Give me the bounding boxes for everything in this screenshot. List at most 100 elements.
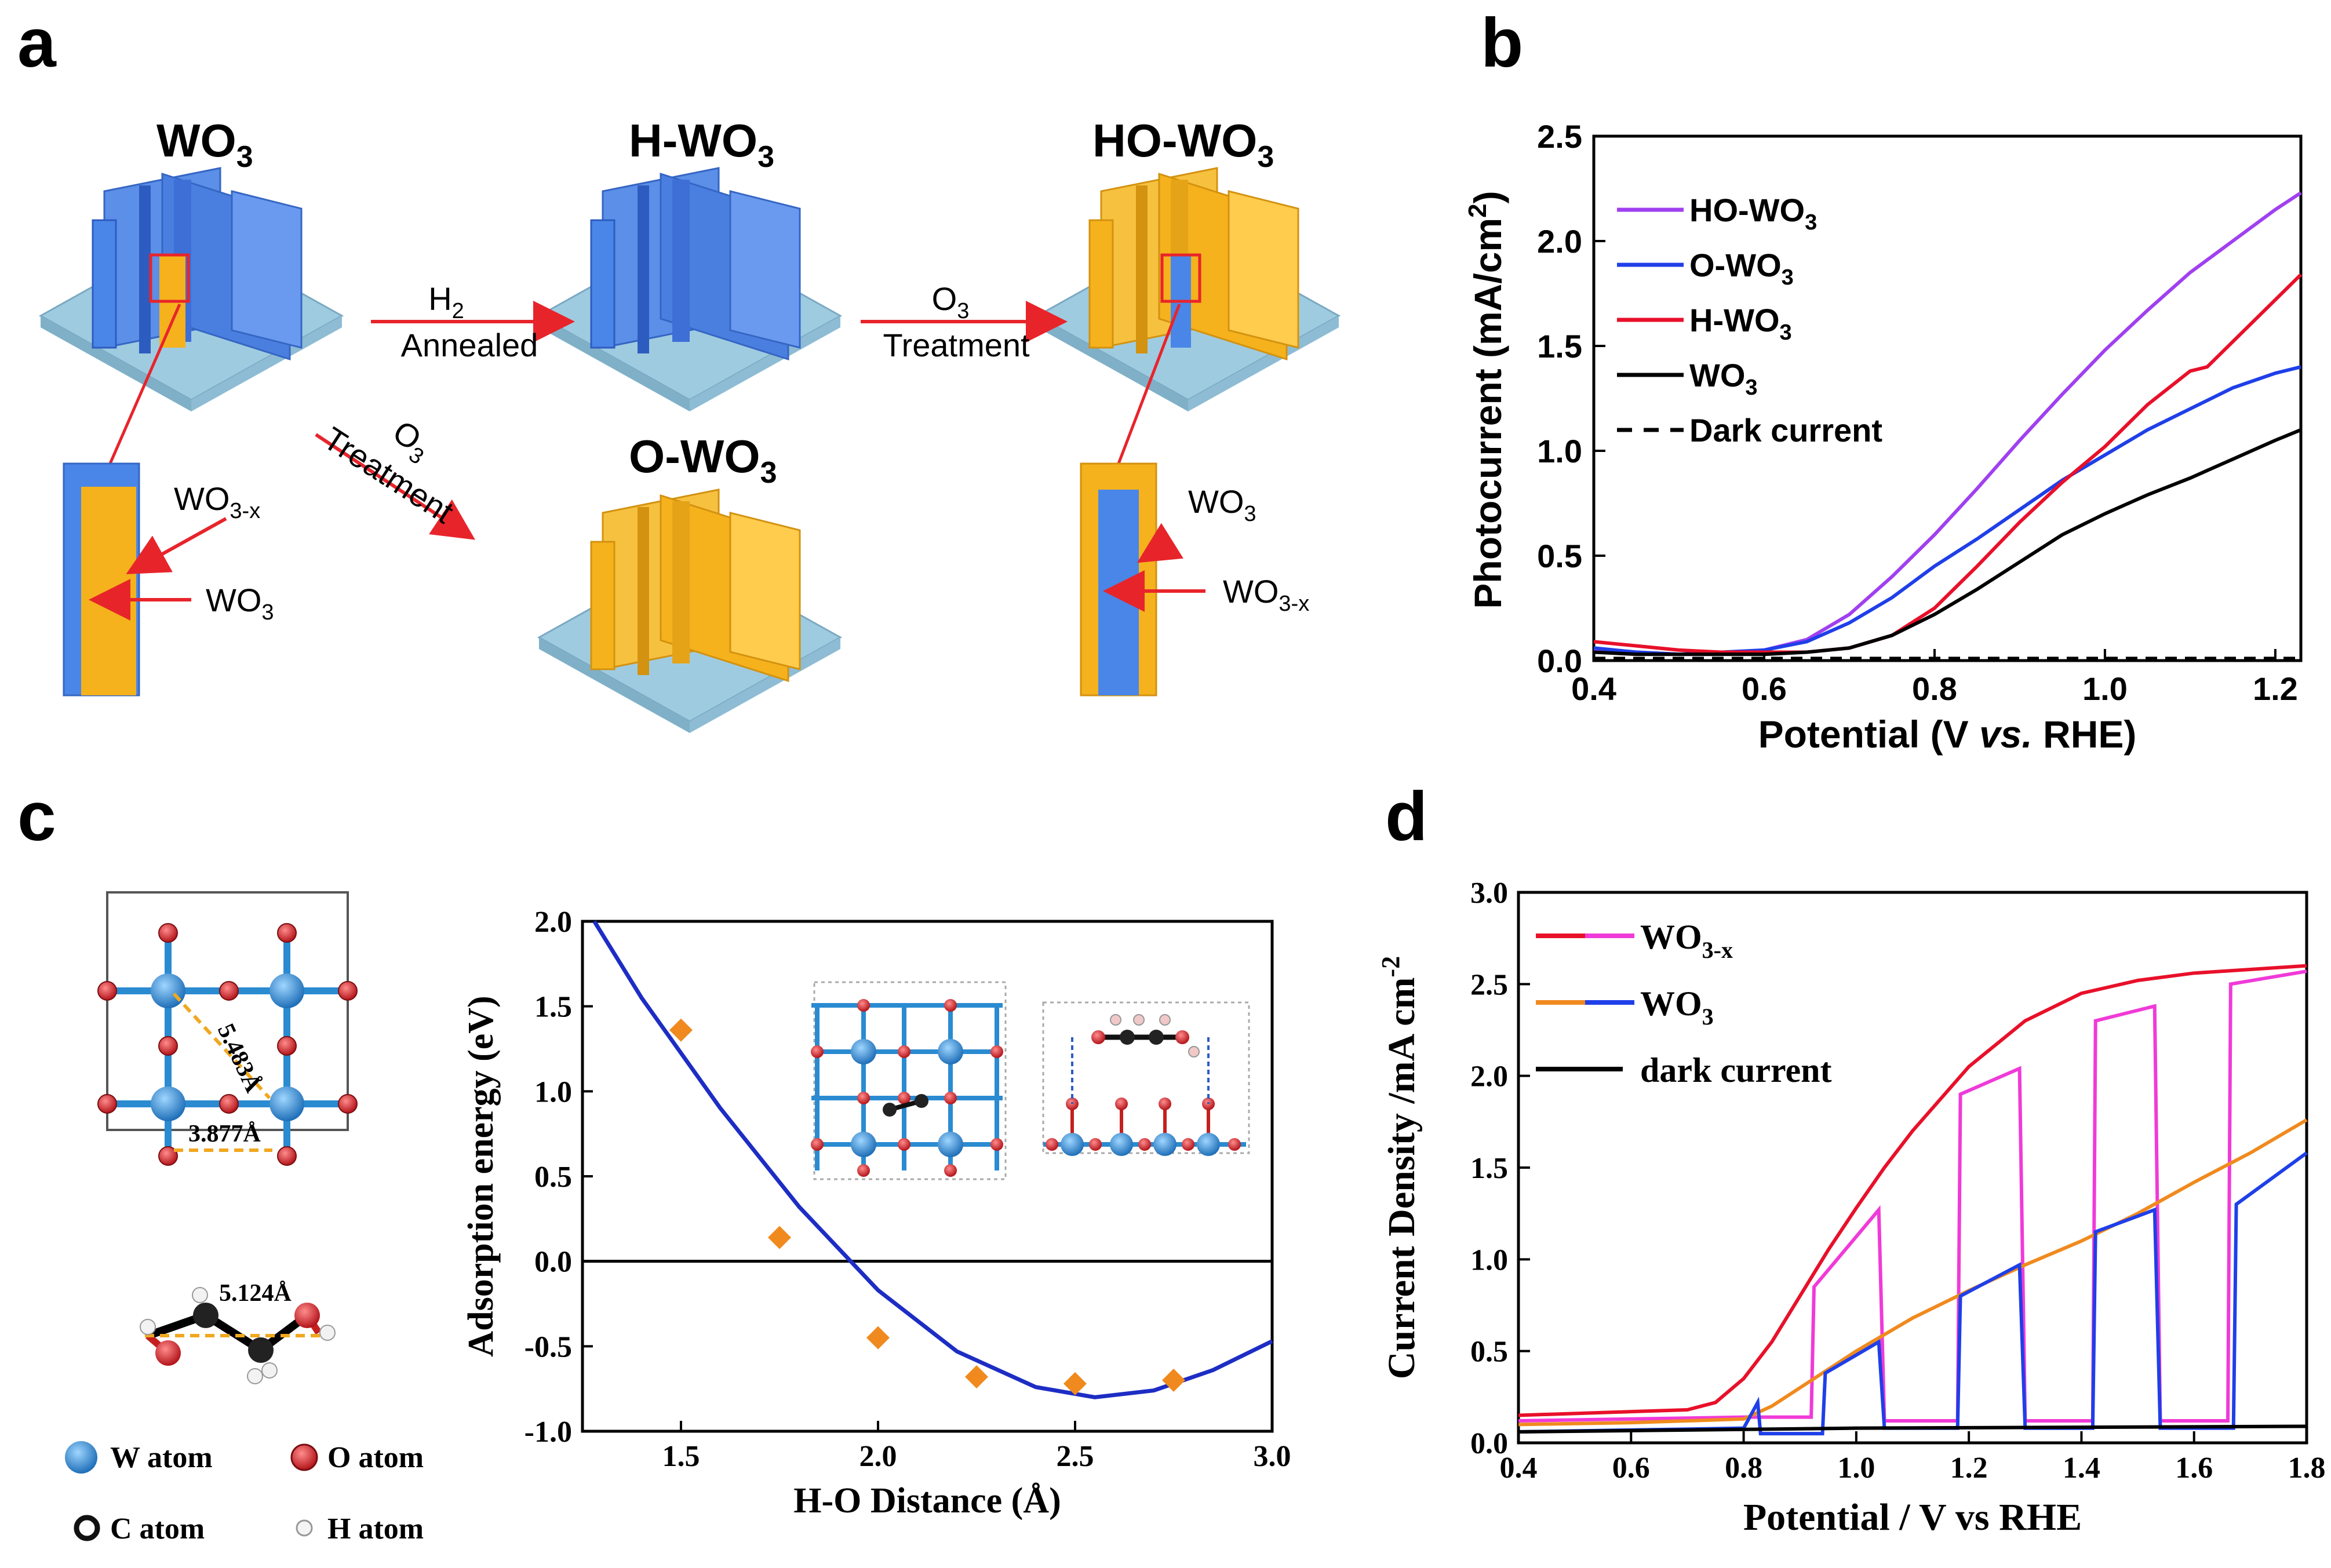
chart-d-ytick-label: 2.5 — [1470, 968, 1508, 1001]
inset-h-atom — [1110, 1014, 1121, 1026]
inset-o-atom — [1091, 1030, 1105, 1044]
chart-c-adsorption: 1.5 2.0 2.5 3.0 -1.0 -0.5 0.0 0.5 1.0 1.5 2.0 H-O … — [461, 906, 1291, 1520]
lattice-o-atom — [97, 1094, 117, 1114]
panel-label-a: a — [17, 4, 57, 82]
chart-c-ytick-label: 2.0 — [534, 906, 572, 939]
chart-c-data-point — [669, 1018, 693, 1042]
inset-w-atom — [938, 1132, 963, 1157]
svg-text:H2: H2 — [428, 280, 464, 323]
panel-label-c: c — [17, 778, 56, 855]
lattice-o-atom — [219, 1094, 239, 1114]
inset-o-atom — [990, 1045, 1003, 1058]
chart-d-ylabel: Current Density /mA cm-2 — [1376, 956, 1423, 1379]
inset-o-atom — [944, 1164, 957, 1177]
chart-b-legend-label: HO-WO3 — [1689, 192, 1817, 235]
chart-c-inset-side — [1042, 1001, 1250, 1156]
o-atom-swatch — [290, 1443, 318, 1471]
chart-b-frame — [1592, 134, 2303, 662]
chart-b-series-o-wo3 — [1593, 365, 2301, 657]
chart-b-legend-label: Dark current — [1689, 412, 1882, 448]
svg-text:Annealed: Annealed — [401, 327, 538, 363]
inset-h-atom — [1159, 1014, 1171, 1026]
chart-b-ytick-label: 2.0 — [1537, 223, 1582, 260]
panel-a-schematic: WO3 H-WO3 HO-WO3 O-WO3 — [38, 115, 1341, 733]
unit-cell-box — [106, 891, 349, 1131]
inset-o-atom — [944, 999, 957, 1012]
inset-wo3x-core: WO3 WO3-x — [1080, 304, 1309, 697]
chart-d-xlabel: Potential / V vs RHE — [1743, 1496, 2082, 1538]
chart-c-ytick-label: -1.0 — [525, 1416, 572, 1449]
inset-h-atom — [1133, 1014, 1145, 1026]
lattice-o-atom — [158, 1146, 178, 1166]
inset-o-atom — [857, 1164, 870, 1177]
lattice-o-atom — [97, 981, 117, 1001]
svg-text:Treatment: Treatment — [883, 327, 1030, 363]
chart-d-ytick-label: 1.0 — [1470, 1244, 1508, 1277]
chart-d-series-wo3-x-light — [1518, 964, 2307, 1417]
inset-w-atom — [938, 1039, 963, 1064]
chart-b-legend-label: WO3 — [1689, 357, 1758, 400]
lattice-o-atom — [277, 923, 297, 943]
inset-o-atom — [811, 1045, 824, 1058]
chart-c-xtick-label: 2.0 — [859, 1440, 897, 1473]
arrow-h2-annealed: H2 Annealed — [371, 280, 575, 363]
inset-o-atom — [1115, 1097, 1128, 1110]
chart-c-ytick-label: 1.5 — [534, 991, 572, 1024]
chart-d-xtick-label: 0.6 — [1612, 1452, 1650, 1485]
inset-c-atom — [915, 1094, 928, 1108]
inset-o-atom — [944, 1092, 957, 1104]
inset-w-atom — [1197, 1133, 1220, 1156]
structure-h-wo3 — [537, 167, 843, 411]
chart-b-ytick-label: 1.5 — [1537, 328, 1582, 364]
lattice-o-atom — [158, 923, 178, 943]
inset-c-atom — [1149, 1030, 1164, 1045]
chart-b-xtick-label: 0.4 — [1571, 670, 1616, 707]
inset-o-atom — [857, 999, 870, 1012]
chart-c-xtick-label: 3.0 — [1254, 1440, 1291, 1473]
inset-o-atom — [898, 1045, 910, 1058]
wo3-lattice — [97, 923, 358, 1166]
chart-d-xtick-label: 1.4 — [2063, 1452, 2100, 1485]
lattice-w-atom — [269, 1086, 304, 1121]
chart-d-xtick-label: 1.8 — [2288, 1452, 2326, 1485]
title-o-wo3: O-WO3 — [629, 431, 777, 490]
structure-wo3 — [38, 167, 344, 411]
lattice-o-atom — [338, 1094, 358, 1114]
chart-b-xtick-label: 0.8 — [1912, 670, 1957, 707]
lattice-o-atom — [338, 981, 358, 1001]
chart-c-xlabel: H-O Distance (Å) — [793, 1481, 1061, 1520]
panel-label-d: d — [1385, 778, 1427, 855]
chart-b-photocurrent: 0.4 0.6 0.8 1.0 1.2 0.0 0.5 1.0 1.5 2.0 2.5 HO-WO3… — [1463, 118, 2303, 756]
chart-d-xtick-label: 1.0 — [1837, 1452, 1875, 1485]
lattice-o-atom — [158, 1036, 178, 1056]
chart-d-xtick-label: 1.2 — [1950, 1452, 1988, 1485]
chart-b-xtick-label: 1.2 — [2253, 670, 2298, 707]
inset-w-atom — [1061, 1133, 1084, 1156]
chart-b-xtick-label: 0.6 — [1742, 670, 1787, 707]
inset-o-atom — [1046, 1138, 1058, 1151]
chart-b-ytick-label: 0.5 — [1537, 538, 1582, 574]
structure-o-wo3 — [537, 488, 843, 733]
atom-legend: W atom O atom C atom H atom — [65, 1441, 424, 1545]
w-atom-label: W atom — [110, 1441, 213, 1474]
chart-c-data-point — [866, 1326, 890, 1350]
chart-c-data-point — [965, 1365, 988, 1389]
inset-w-atom — [1110, 1133, 1133, 1156]
inset-o-atom — [1159, 1097, 1171, 1110]
chart-d-ytick-label: 0.0 — [1470, 1427, 1508, 1460]
structure-ho-wo3 — [1035, 167, 1341, 411]
chart-c-ytick-label: 0.0 — [534, 1246, 572, 1279]
chart-c-ylabel: Adsorption energy (eV) — [461, 996, 501, 1356]
panel-c-structures: 5.483Å 3.877Å 5.124Å W atom O atom — [65, 891, 424, 1545]
chart-d-series-wo3-x-chopped — [1518, 969, 2307, 1423]
chart-b-xlabel: Potential (V vs. RHE) — [1758, 713, 2137, 756]
title-wo3: WO3 — [156, 115, 253, 174]
o-atom-label: O atom — [327, 1441, 424, 1474]
chart-d-xtick-label: 0.8 — [1725, 1452, 1762, 1485]
chart-b-series-h-wo3 — [1593, 273, 2303, 654]
molecule-structure — [140, 1287, 336, 1384]
chart-c-xtick-label: 2.5 — [1057, 1440, 1094, 1473]
inset-o-atom — [857, 1092, 870, 1104]
inset-c-atom — [883, 1103, 897, 1117]
chart-d-legend-label: dark current — [1640, 1051, 1832, 1089]
